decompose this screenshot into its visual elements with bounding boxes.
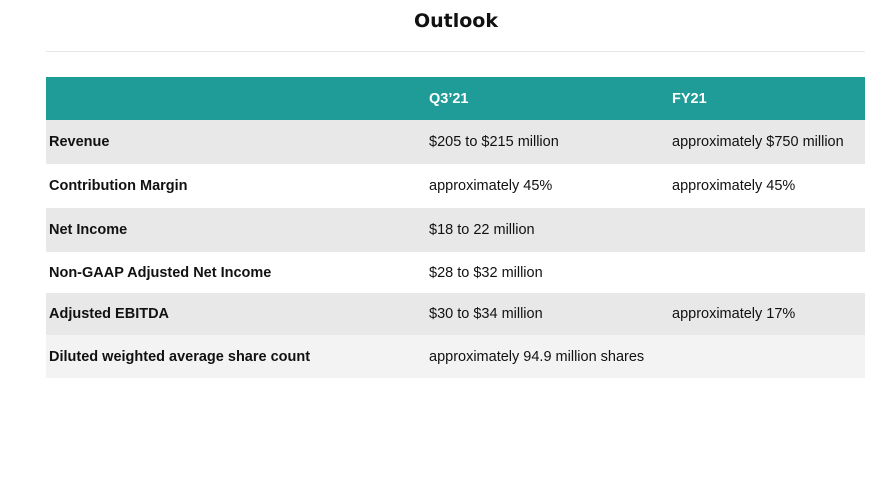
row-q3-value: $30 to $34 million [429,306,543,322]
table-row: Revenue $205 to $215 million approximate… [46,120,865,164]
table-row: Non-GAAP Adjusted Net Income $28 to $32 … [46,252,865,293]
table-row: Adjusted EBITDA $30 to $34 million appro… [46,293,865,335]
page-title: Outlook [413,10,498,32]
title-divider [46,51,865,52]
outlook-table: Q3’21 FY21 Revenue $205 to $215 million … [46,77,865,378]
row-label: Diluted weighted average share count [49,348,311,365]
row-q3-value: $28 to $32 million [429,264,543,281]
row-label: Net Income [49,222,128,238]
row-q3-value: $205 to $215 million [429,134,559,150]
row-fy-value [672,252,865,293]
row-fy-value [672,335,865,378]
header-fy: FY21 [672,90,707,107]
row-fy-value: approximately 45% [672,178,796,194]
table-row: Diluted weighted average share count app… [46,335,865,378]
table-row: Contribution Margin approximately 45% ap… [46,164,865,208]
table-header-row: Q3’21 FY21 [46,77,865,120]
table-row: Net Income $18 to 22 million [46,208,865,252]
header-metric [46,77,429,120]
row-label: Non-GAAP Adjusted Net Income [49,264,272,281]
row-fy-value [672,208,865,252]
row-q3-value: approximately 94.9 million shares [429,348,645,365]
row-label: Contribution Margin [49,178,188,194]
row-fy-value: approximately 17% [672,306,796,322]
row-q3-value: $18 to 22 million [429,222,535,238]
header-q3: Q3’21 [429,90,469,107]
row-label: Revenue [49,134,110,150]
row-q3-value: approximately 45% [429,178,553,194]
row-fy-value: approximately $750 million [672,134,844,150]
row-label: Adjusted EBITDA [49,306,170,322]
